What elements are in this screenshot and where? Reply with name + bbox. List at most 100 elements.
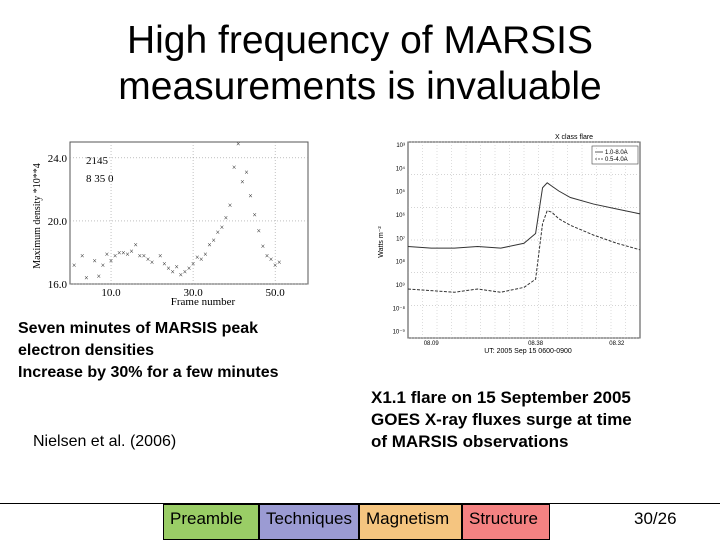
left-data-point: × bbox=[166, 264, 171, 273]
left-data-point: × bbox=[265, 252, 270, 261]
right-x-tick-label: 08.09 bbox=[424, 341, 440, 347]
left-data-point: × bbox=[138, 252, 143, 261]
left-x-tick-label: 10.0 bbox=[101, 287, 121, 299]
left-data-point: × bbox=[105, 250, 110, 259]
left-data-point: × bbox=[199, 255, 204, 264]
left-data-point: × bbox=[170, 267, 175, 276]
slide-title: High frequency of MARSIS measurements is… bbox=[40, 18, 680, 110]
left-data-point: × bbox=[117, 248, 122, 257]
right-y-tick-label: 10⁶ bbox=[396, 212, 406, 219]
right-x-tick-label: 08.32 bbox=[609, 341, 625, 347]
left-xlabel: Frame number bbox=[171, 296, 236, 308]
title-line-2: measurements is invaluable bbox=[118, 65, 602, 108]
left-data-point: × bbox=[113, 252, 118, 261]
left-y-tick-label: 16.0 bbox=[48, 279, 68, 291]
left-data-point: × bbox=[195, 253, 200, 262]
right-legend: 1.0-8.0A 0.5-4.0A bbox=[591, 145, 639, 165]
right-series-line-2 bbox=[407, 209, 641, 293]
right-y-tick-label: 10⁷ bbox=[396, 235, 405, 242]
left-data-point: × bbox=[125, 250, 130, 259]
left-data-point: × bbox=[187, 264, 192, 273]
left-data-point: × bbox=[252, 211, 257, 220]
left-data-point: × bbox=[179, 271, 184, 280]
left-x-tick-label: 50.0 bbox=[266, 287, 286, 299]
right-xlabel: UT: 2005 Sep 15 0600-0900 bbox=[484, 348, 572, 355]
right-y-tick-label: 10⁻⁹ bbox=[393, 329, 406, 336]
left-caption-line-3: Increase by 30% for a few minutes bbox=[18, 364, 279, 381]
nav-structure[interactable]: Structure bbox=[462, 504, 550, 540]
right-y-tick-label: 10⁴ bbox=[396, 165, 406, 172]
left-data-point: × bbox=[261, 242, 266, 251]
left-caption: Seven minutes of MARSIS peak electron de… bbox=[18, 318, 279, 384]
left-data-point: × bbox=[191, 259, 196, 268]
legend-label-1: 1.0-8.0A bbox=[605, 150, 628, 156]
left-caption-line-2: electron densities bbox=[18, 342, 155, 359]
left-data-point: × bbox=[228, 201, 233, 210]
left-data-point: × bbox=[183, 267, 188, 276]
right-caption-line-1: X1.1 flare on 15 September 2005 bbox=[371, 388, 631, 407]
left-data-point: × bbox=[142, 252, 147, 261]
right-y-tick-label: 10⁸ bbox=[396, 259, 406, 266]
left-y-tick-label: 20.0 bbox=[48, 216, 68, 228]
footer-divider bbox=[0, 503, 720, 504]
right-y-tick-label: 10³ bbox=[396, 143, 405, 149]
goes-xray-flux-chart: X class flare Watts m⁻² UT: 2005 Sep 15 … bbox=[378, 134, 641, 355]
title-line-1: High frequency of MARSIS bbox=[126, 19, 594, 62]
marsis-density-chart: 2145 8 35 0 Frame number Maximum density… bbox=[32, 140, 309, 308]
left-data-point: × bbox=[224, 214, 229, 223]
right-title: X class flare bbox=[555, 134, 593, 141]
left-data-point: × bbox=[101, 261, 106, 270]
left-data-point: × bbox=[215, 228, 220, 237]
left-data-point: × bbox=[211, 236, 216, 245]
legend-box bbox=[591, 145, 639, 165]
legend-label-2: 0.5-4.0A bbox=[605, 157, 628, 163]
left-data-point: × bbox=[129, 247, 134, 256]
left-data-point: × bbox=[273, 261, 278, 270]
right-caption: X1.1 flare on 15 September 2005 GOES X-r… bbox=[371, 387, 632, 453]
left-y-tick-label: 24.0 bbox=[48, 153, 68, 165]
left-annotation-2: 8 35 0 bbox=[86, 173, 114, 185]
left-data-point: × bbox=[257, 226, 262, 235]
left-data-point: × bbox=[72, 261, 77, 270]
right-y-tick-label: 10⁹ bbox=[396, 282, 406, 289]
left-plot-frame bbox=[69, 141, 309, 285]
left-data-point: × bbox=[146, 255, 151, 264]
left-data-point: × bbox=[162, 259, 167, 268]
left-data-point: × bbox=[236, 140, 241, 149]
left-data-point: × bbox=[84, 274, 89, 283]
left-data-point: × bbox=[80, 252, 85, 261]
left-data-point: × bbox=[232, 163, 237, 172]
left-data-point: × bbox=[96, 272, 101, 281]
nav-preamble[interactable]: Preamble bbox=[163, 504, 259, 540]
left-x-tick-label: 30.0 bbox=[183, 287, 203, 299]
right-y-tick-label: 10⁵ bbox=[396, 189, 406, 196]
left-data-point: × bbox=[203, 250, 208, 259]
left-data-point: × bbox=[277, 258, 282, 267]
left-data-point: × bbox=[109, 256, 114, 265]
left-data-point: × bbox=[240, 177, 245, 186]
left-data-point: × bbox=[133, 241, 138, 250]
left-caption-line-1: Seven minutes of MARSIS peak bbox=[18, 320, 259, 337]
left-data-point: × bbox=[92, 256, 97, 265]
left-annotation-1: 2145 bbox=[86, 155, 109, 167]
nav-techniques[interactable]: Techniques bbox=[259, 504, 359, 540]
page-number: 30/26 bbox=[634, 509, 677, 528]
right-series-line-1 bbox=[407, 182, 641, 249]
left-data-point: × bbox=[220, 223, 225, 232]
left-data-point: × bbox=[158, 252, 163, 261]
left-ylabel: Maximum density *10**4 bbox=[32, 163, 43, 269]
left-data-point: × bbox=[207, 241, 212, 250]
left-data-point: × bbox=[248, 192, 253, 201]
left-data-point: × bbox=[174, 263, 179, 272]
right-y-tick-label: 10⁻⁸ bbox=[393, 305, 406, 312]
left-data-point: × bbox=[150, 258, 155, 267]
left-data-point: × bbox=[244, 168, 249, 177]
right-caption-line-3: of MARSIS observations bbox=[371, 432, 569, 451]
right-ylabel: Watts m⁻² bbox=[378, 226, 385, 258]
right-plot-frame bbox=[407, 141, 641, 339]
right-caption-line-2: GOES X-ray fluxes surge at time bbox=[371, 410, 632, 429]
citation: Nielsen et al. (2006) bbox=[33, 433, 177, 450]
left-data-point: × bbox=[269, 255, 274, 264]
nav-magnetism[interactable]: Magnetism bbox=[359, 504, 462, 540]
right-x-tick-label: 08.38 bbox=[528, 341, 544, 347]
